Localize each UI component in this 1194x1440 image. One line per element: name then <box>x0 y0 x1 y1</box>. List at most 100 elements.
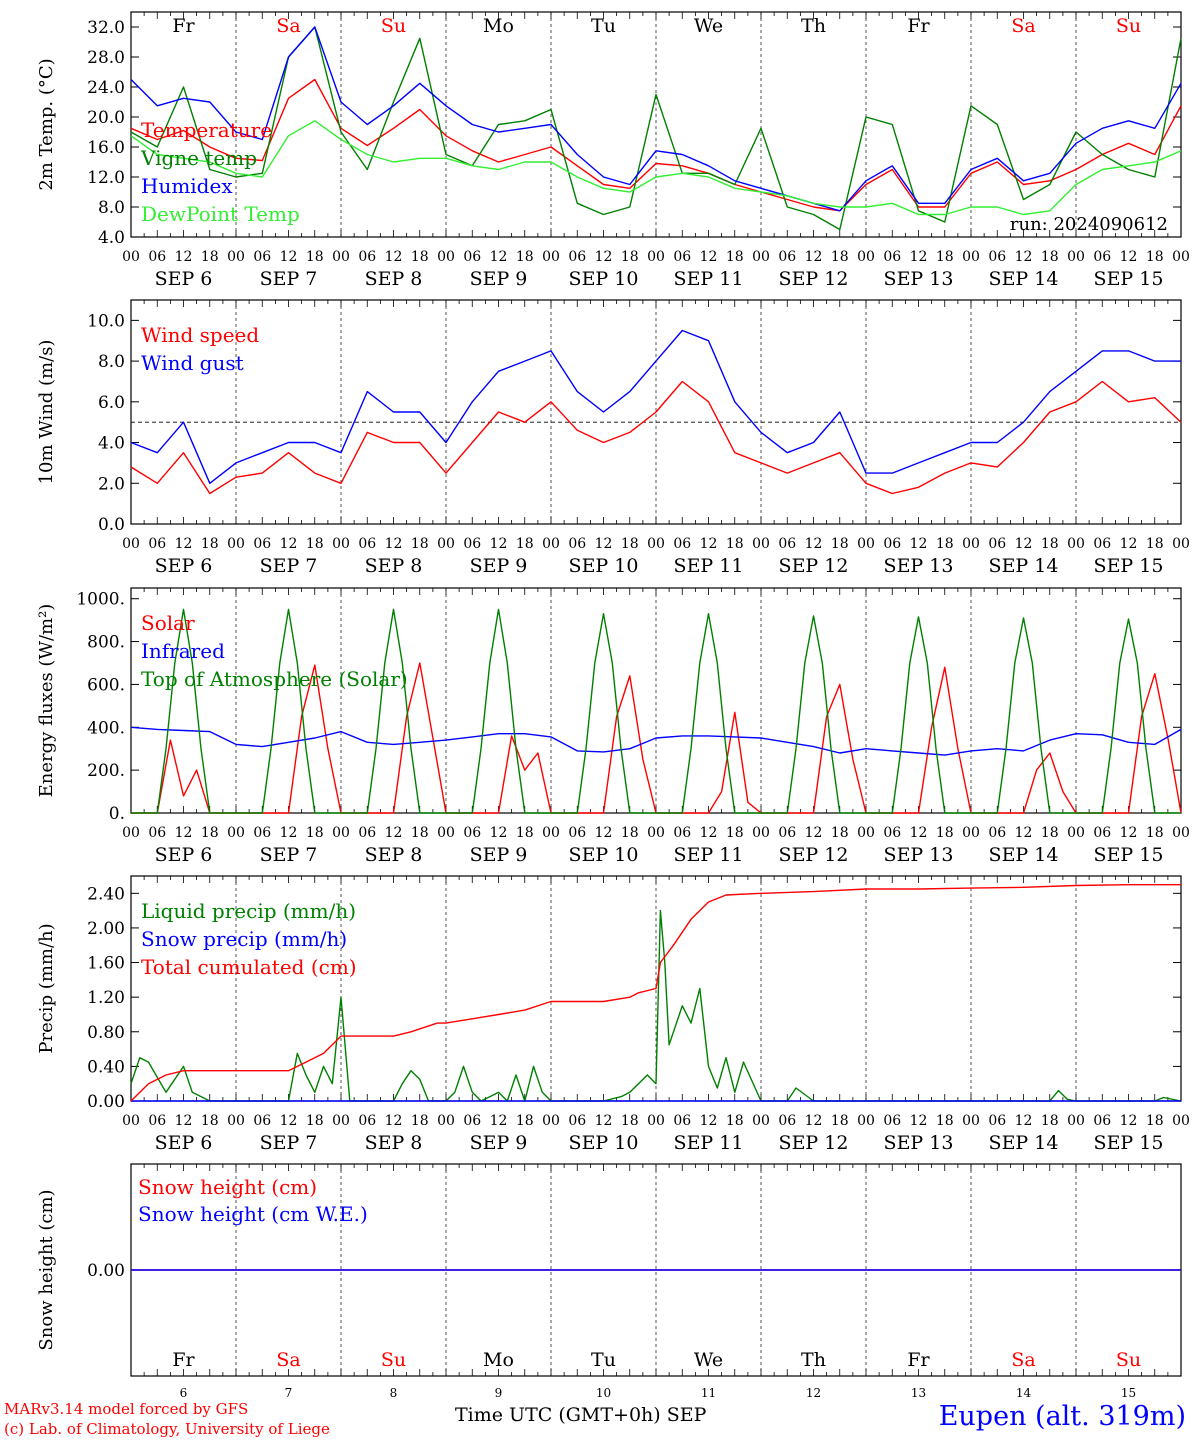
hour-label: 06 <box>673 1113 691 1129</box>
hour-label: 00 <box>542 825 560 841</box>
legend-entry: Liquid precip (mm/h) <box>141 899 356 923</box>
hour-label: 06 <box>253 536 271 552</box>
series-line-total-cumulated-cm- <box>130 884 1181 1102</box>
hour-label: 00 <box>437 825 455 841</box>
hour-label: 12 <box>490 536 508 552</box>
hour-label: 06 <box>358 536 376 552</box>
hour-label: 18 <box>831 825 849 841</box>
y-tick-label: 0.00 <box>87 1261 125 1281</box>
panel-3: 0. 200. 400. 600. 800. 1000. Energy fluxes (W/… <box>36 587 1190 866</box>
hour-label: 06 <box>568 536 586 552</box>
hour-label: 06 <box>568 825 586 841</box>
hour-label: 12 <box>1015 1113 1033 1129</box>
date-label: SEP 11 <box>674 555 744 577</box>
hour-label: 00 <box>857 249 875 265</box>
hour-label: 06 <box>778 536 796 552</box>
hour-label: 06 <box>463 1113 481 1129</box>
date-label: SEP 6 <box>155 1132 213 1154</box>
hour-label: 00 <box>857 1113 875 1129</box>
date-label: SEP 7 <box>260 844 318 866</box>
hour-label: 18 <box>831 536 849 552</box>
weekday-label: Th <box>801 15 826 37</box>
y-tick-label: 6.0 <box>98 393 125 413</box>
date-label: SEP 10 <box>569 555 639 577</box>
date-label: SEP 6 <box>155 844 213 866</box>
weekday-label: Su <box>1116 15 1141 37</box>
weekday-label: Fr <box>907 1349 930 1371</box>
y-tick-label: 4.0 <box>98 228 125 248</box>
hour-label: 00 <box>752 536 770 552</box>
hour-label: 00 <box>647 536 665 552</box>
hour-label: 18 <box>516 536 534 552</box>
hour-label: 12 <box>910 536 928 552</box>
y-axis-label: Snow height (cm) <box>36 1189 57 1350</box>
hour-label: 18 <box>201 536 219 552</box>
date-label: SEP 8 <box>365 844 423 866</box>
date-label: SEP 10 <box>569 1132 639 1154</box>
legend-entry: DewPoint Temp <box>141 202 300 226</box>
date-label: SEP 6 <box>155 555 213 577</box>
hour-label: 12 <box>910 249 928 265</box>
hour-label: 18 <box>201 1113 219 1129</box>
hour-label: 12 <box>910 1113 928 1129</box>
legend-entry: Wind gust <box>141 351 244 375</box>
hour-label: 12 <box>700 536 718 552</box>
hour-label: 06 <box>463 249 481 265</box>
date-label: SEP 8 <box>365 555 423 577</box>
date-label: SEP 15 <box>1094 1132 1164 1154</box>
day-number-label: 6 <box>180 1386 188 1400</box>
hour-label: 12 <box>1015 825 1033 841</box>
hour-label: 00 <box>1172 536 1190 552</box>
hour-label: 06 <box>673 536 691 552</box>
y-axis-label: 10m Wind (m/s) <box>36 340 57 485</box>
date-label: SEP 15 <box>1094 268 1164 290</box>
y-tick-label: 0.40 <box>87 1057 125 1077</box>
hour-label: 06 <box>253 1113 271 1129</box>
hour-label: 06 <box>883 536 901 552</box>
date-label: SEP 14 <box>989 844 1059 866</box>
hour-label: 12 <box>805 1113 823 1129</box>
y-axis-label: Energy fluxes (W/m²) <box>36 604 57 798</box>
hour-label: 00 <box>962 825 980 841</box>
hour-label: 18 <box>1146 536 1164 552</box>
hour-label: 06 <box>1093 825 1111 841</box>
y-tick-label: 8.0 <box>98 198 125 218</box>
legend-entry: Humidex <box>141 174 233 198</box>
date-label: SEP 11 <box>674 844 744 866</box>
date-label: SEP 12 <box>779 844 849 866</box>
hour-label: 12 <box>175 825 193 841</box>
weekday-label: Sa <box>1011 1349 1035 1371</box>
station-label: Eupen (alt. 319m) <box>938 1401 1186 1432</box>
hour-label: 06 <box>1093 536 1111 552</box>
hour-label: 18 <box>621 536 639 552</box>
hour-label: 12 <box>910 825 928 841</box>
hour-label: 00 <box>647 249 665 265</box>
weekday-label: Su <box>1116 1349 1141 1371</box>
hour-label: 00 <box>227 825 245 841</box>
hour-label: 18 <box>1146 249 1164 265</box>
y-tick-label: 0.0 <box>98 515 125 535</box>
hour-label: 18 <box>411 249 429 265</box>
hour-label: 12 <box>385 536 403 552</box>
hour-label: 00 <box>1172 1113 1190 1129</box>
hour-label: 18 <box>831 249 849 265</box>
hour-label: 12 <box>595 825 613 841</box>
hour-label: 18 <box>411 536 429 552</box>
hour-label: 12 <box>385 1113 403 1129</box>
date-label: SEP 15 <box>1094 844 1164 866</box>
date-label: SEP 8 <box>365 1132 423 1154</box>
date-label: SEP 12 <box>779 1132 849 1154</box>
y-tick-label: 0.80 <box>87 1023 125 1043</box>
hour-label: 06 <box>988 249 1006 265</box>
day-number-label: 12 <box>806 1386 821 1400</box>
hour-label: 06 <box>148 825 166 841</box>
hour-label: 12 <box>1120 825 1138 841</box>
hour-label: 18 <box>726 536 744 552</box>
hour-label: 18 <box>936 249 954 265</box>
hour-label: 12 <box>1120 536 1138 552</box>
date-label: SEP 13 <box>884 844 954 866</box>
hour-label: 18 <box>621 825 639 841</box>
legend-entry: Infrared <box>141 639 225 663</box>
series-line-solar <box>131 662 1182 814</box>
